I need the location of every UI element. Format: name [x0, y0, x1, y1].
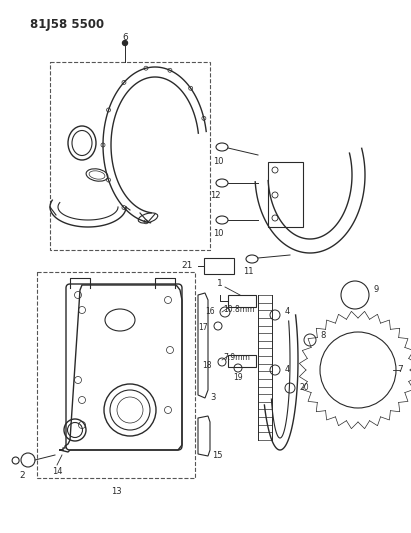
- Text: 10: 10: [213, 229, 223, 238]
- Circle shape: [122, 206, 126, 209]
- Text: 10.8mm: 10.8mm: [223, 305, 254, 314]
- Text: 8: 8: [320, 330, 326, 340]
- Text: 14: 14: [52, 467, 62, 477]
- Bar: [268, 162, 303, 227]
- Bar: [37, 272, 195, 478]
- Circle shape: [106, 108, 111, 112]
- Text: 9: 9: [373, 286, 378, 295]
- Text: 18: 18: [203, 360, 212, 369]
- Bar: [204, 258, 234, 274]
- Text: 4: 4: [285, 308, 290, 317]
- Text: 13: 13: [111, 488, 121, 497]
- Text: 17: 17: [199, 324, 208, 333]
- Text: 19: 19: [233, 374, 243, 383]
- Text: 10: 10: [213, 157, 223, 166]
- Circle shape: [189, 86, 193, 90]
- Bar: [228, 295, 256, 307]
- Text: 20: 20: [300, 384, 309, 392]
- Text: 3: 3: [210, 393, 215, 402]
- Text: 16: 16: [206, 308, 215, 317]
- Circle shape: [106, 178, 111, 182]
- Bar: [50, 62, 210, 250]
- Circle shape: [122, 41, 127, 45]
- Bar: [228, 355, 256, 367]
- Circle shape: [144, 66, 148, 70]
- Circle shape: [168, 68, 172, 72]
- Circle shape: [202, 116, 206, 120]
- Text: 1: 1: [217, 279, 223, 287]
- Text: 21: 21: [182, 261, 193, 270]
- Text: 15: 15: [212, 451, 222, 461]
- Text: 7: 7: [397, 366, 403, 375]
- Circle shape: [144, 220, 148, 224]
- Circle shape: [122, 80, 126, 84]
- Text: 11: 11: [243, 266, 253, 276]
- Text: 4: 4: [285, 366, 290, 375]
- Text: 2: 2: [19, 471, 25, 480]
- Text: 81J58 5500: 81J58 5500: [30, 18, 104, 31]
- Circle shape: [101, 143, 105, 147]
- Text: 6: 6: [122, 33, 128, 42]
- Text: 7.9mm: 7.9mm: [223, 353, 250, 362]
- Text: 12: 12: [210, 191, 220, 200]
